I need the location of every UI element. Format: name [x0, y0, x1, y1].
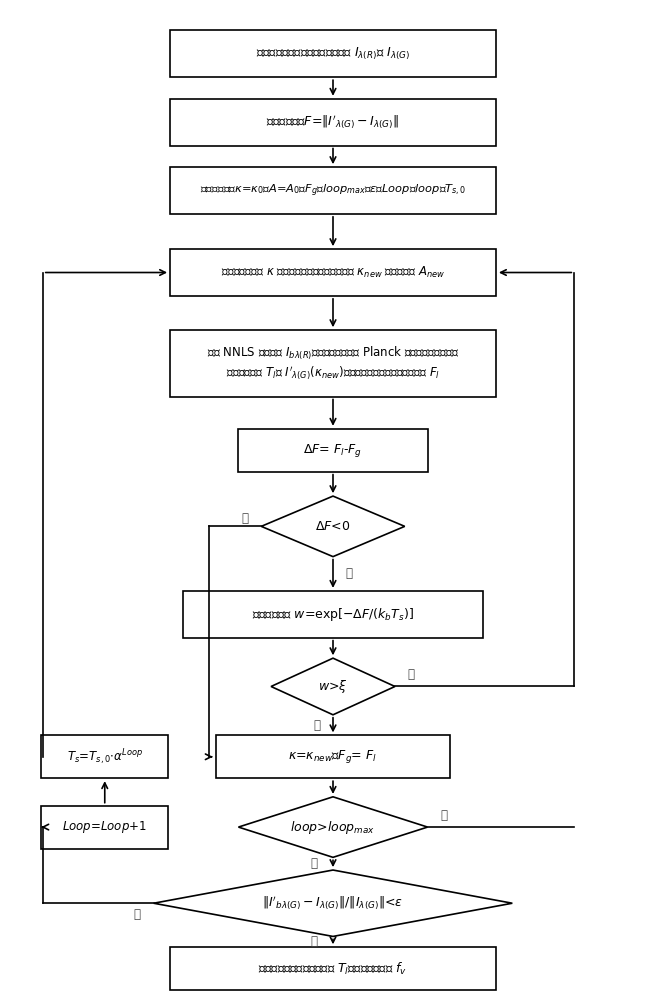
- FancyBboxPatch shape: [216, 735, 450, 778]
- FancyBboxPatch shape: [170, 99, 496, 146]
- Text: 是: 是: [310, 935, 317, 948]
- Text: 否: 否: [346, 567, 353, 580]
- Polygon shape: [261, 496, 405, 557]
- FancyBboxPatch shape: [170, 947, 496, 990]
- Text: 输出火焰各微元体的温度值 $T_l$及烟黑体积分数 $f_v$: 输出火焰各微元体的温度值 $T_l$及烟黑体积分数 $f_v$: [258, 961, 408, 977]
- Text: $Loop$=$Loop$+1: $Loop$=$Loop$+1: [63, 819, 147, 835]
- FancyBboxPatch shape: [170, 167, 496, 214]
- Text: 计算接受概率 $w$=exp[$-\Delta F$/$({k_b}{T_s})$]: 计算接受概率 $w$=exp[$-\Delta F$/$({k_b}{T_s})…: [252, 606, 414, 623]
- Text: 是: 是: [242, 512, 248, 525]
- Text: 否: 否: [408, 668, 415, 681]
- FancyBboxPatch shape: [170, 249, 496, 296]
- Text: $loop$>$loop_{max}$: $loop$>$loop_{max}$: [290, 819, 376, 836]
- Text: 是: 是: [310, 857, 317, 870]
- Text: $T_s$=$T_{s,0}$$\cdot$$\alpha^{Loop}$: $T_s$=$T_{s,0}$$\cdot$$\alpha^{Loop}$: [67, 747, 143, 767]
- Polygon shape: [238, 797, 428, 857]
- Text: 否: 否: [440, 809, 448, 822]
- Text: 设置目标参数$F$=$\|I'_{\lambda(G)}-I_{\lambda(G)}\|$: 设置目标参数$F$=$\|I'_{\lambda(G)}-I_{\lambda(…: [266, 113, 400, 131]
- FancyBboxPatch shape: [238, 429, 428, 472]
- Text: $\Delta F$<0: $\Delta F$<0: [315, 520, 351, 533]
- Text: 对吸收系数向量 $\kappa$ 进行扰动，更新吸收系数向量 $\kappa_{new}$ 和系数矩阵 $A_{new}$: 对吸收系数向量 $\kappa$ 进行扰动，更新吸收系数向量 $\kappa_{…: [221, 265, 445, 280]
- FancyBboxPatch shape: [41, 735, 168, 778]
- Text: $\kappa$=$\kappa_{new}$，$F_g$= $F_l$: $\kappa$=$\kappa_{new}$，$F_g$= $F_l$: [288, 748, 378, 765]
- Text: 输入火焰不同方向的光谱辐射强度 $I_{\lambda(R)}$和 $I_{\lambda(G)}$: 输入火焰不同方向的光谱辐射强度 $I_{\lambda(R)}$和 $I_{\l…: [256, 46, 410, 62]
- FancyBboxPatch shape: [41, 806, 168, 849]
- Text: $w$>$\xi$: $w$>$\xi$: [318, 678, 348, 695]
- Text: 使用 NNLS 算法计算 $I_{b\lambda(R)}$的估计值，再根据 Planck 定律计算火焰各微元
体温度估计值 $T_l$和 $I'_{\lamb: 使用 NNLS 算法计算 $I_{b\lambda(R)}$的估计值，再根据 P…: [207, 344, 459, 382]
- Text: 是: 是: [313, 719, 320, 732]
- Text: $\|I'_{b\lambda(G)}-I_{\lambda(G)}\|$/$\|I_{\lambda(G)}\|$<$\varepsilon$: $\|I'_{b\lambda(G)}-I_{\lambda(G)}\|$/$\…: [262, 894, 404, 912]
- FancyBboxPatch shape: [170, 30, 496, 77]
- Polygon shape: [154, 870, 512, 936]
- Text: 初始化参数，$\kappa$=$\kappa_0$，$A$=$A_0$，$F_g$，$loop_{max}$，$\varepsilon$，$Loop$，$loo: 初始化参数，$\kappa$=$\kappa_0$，$A$=$A_0$，$F_g…: [200, 182, 466, 199]
- Polygon shape: [271, 658, 395, 715]
- FancyBboxPatch shape: [170, 330, 496, 397]
- Text: $\Delta F$= $F_{l}$-$F_g$: $\Delta F$= $F_{l}$-$F_g$: [304, 442, 362, 459]
- FancyBboxPatch shape: [183, 591, 483, 638]
- Text: 否: 否: [134, 908, 141, 921]
